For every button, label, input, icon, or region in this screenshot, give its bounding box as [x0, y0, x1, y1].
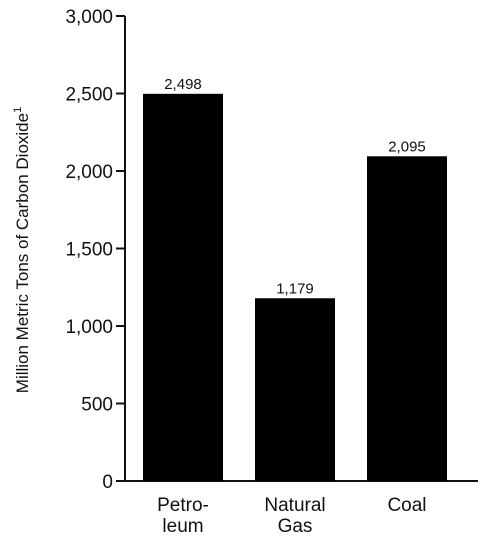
x-category-label: Gas — [278, 516, 313, 537]
y-axis-label: Million Metric Tons of Carbon Dioxide1 — [12, 107, 32, 393]
bar-data-label: 1,179 — [276, 280, 314, 297]
x-category-label: leum — [162, 516, 203, 537]
y-axis: 0 500 1,000 1,500 2,000 2,500 3,000 — [65, 7, 478, 493]
x-category-label: Petro- — [157, 495, 209, 516]
x-category-label: Coal — [387, 495, 426, 516]
bar-data-label: 2,095 — [388, 138, 426, 155]
y-tick-label: 3,000 — [65, 7, 113, 28]
y-axis-label-text: Million Metric Tons of Carbon Dioxide — [13, 113, 32, 393]
y-tick-label: 1,000 — [65, 317, 113, 338]
y-tick-label: 2,500 — [65, 85, 113, 106]
y-tick-label: 2,000 — [65, 162, 113, 183]
bar-data-label: 2,498 — [164, 76, 202, 93]
y-tick-label: 1,500 — [65, 240, 113, 261]
y-tick-label: 0 — [102, 472, 113, 493]
x-category-label: Natural — [264, 495, 325, 516]
bar — [143, 93, 223, 481]
bars: 2,498 1,179 2,095 — [143, 76, 447, 481]
y-tick-label: 500 — [81, 395, 113, 416]
y-axis-label-superscript: 1 — [12, 107, 24, 113]
bar — [367, 156, 447, 481]
bar — [255, 298, 335, 481]
